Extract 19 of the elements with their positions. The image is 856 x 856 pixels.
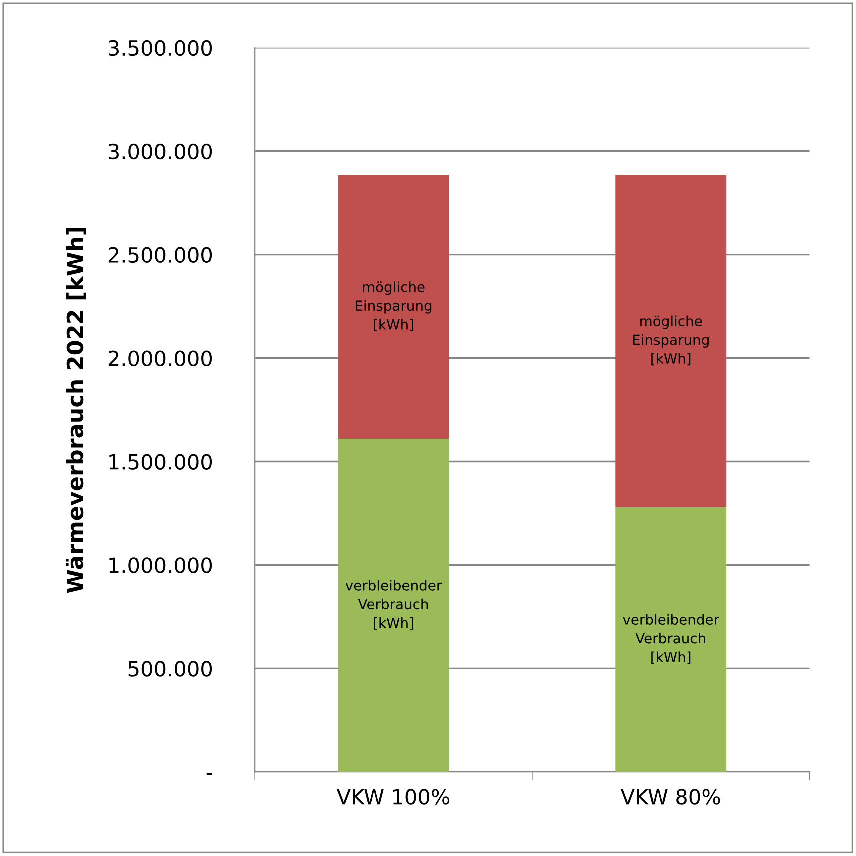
series-label: verbleibender Verbrauch [kWh] bbox=[346, 580, 442, 630]
y-tick-label: 1.500.000 bbox=[110, 454, 212, 470]
y-tick-label: 2.500.000 bbox=[108, 247, 212, 264]
y-tick-label: 3.000.000 bbox=[108, 144, 212, 160]
text: mögliche Einsparung [kWh] bbox=[633, 316, 709, 366]
text: verbleibender Verbrauch [kWh] bbox=[623, 614, 720, 664]
x-tick-label: VKW 80% bbox=[620, 789, 720, 805]
y-tick-label: - bbox=[206, 773, 212, 776]
bar bbox=[616, 175, 727, 508]
bar bbox=[338, 438, 450, 772]
x-tick-label: VKW 100% bbox=[336, 789, 450, 805]
y-tick-label: 2.000.000 bbox=[108, 350, 212, 367]
y-axis-title: Wärmeverbrauch 2022 [kWh] bbox=[66, 228, 86, 594]
series-label: mögliche Einsparung [kWh] bbox=[356, 282, 432, 332]
y-tick-label: 1.000.000 bbox=[110, 558, 212, 574]
y-tick-label: 500.000 bbox=[128, 661, 212, 677]
bar bbox=[616, 507, 727, 772]
bar bbox=[338, 175, 450, 439]
y-tick-label: 3.500.000 bbox=[108, 40, 212, 56]
